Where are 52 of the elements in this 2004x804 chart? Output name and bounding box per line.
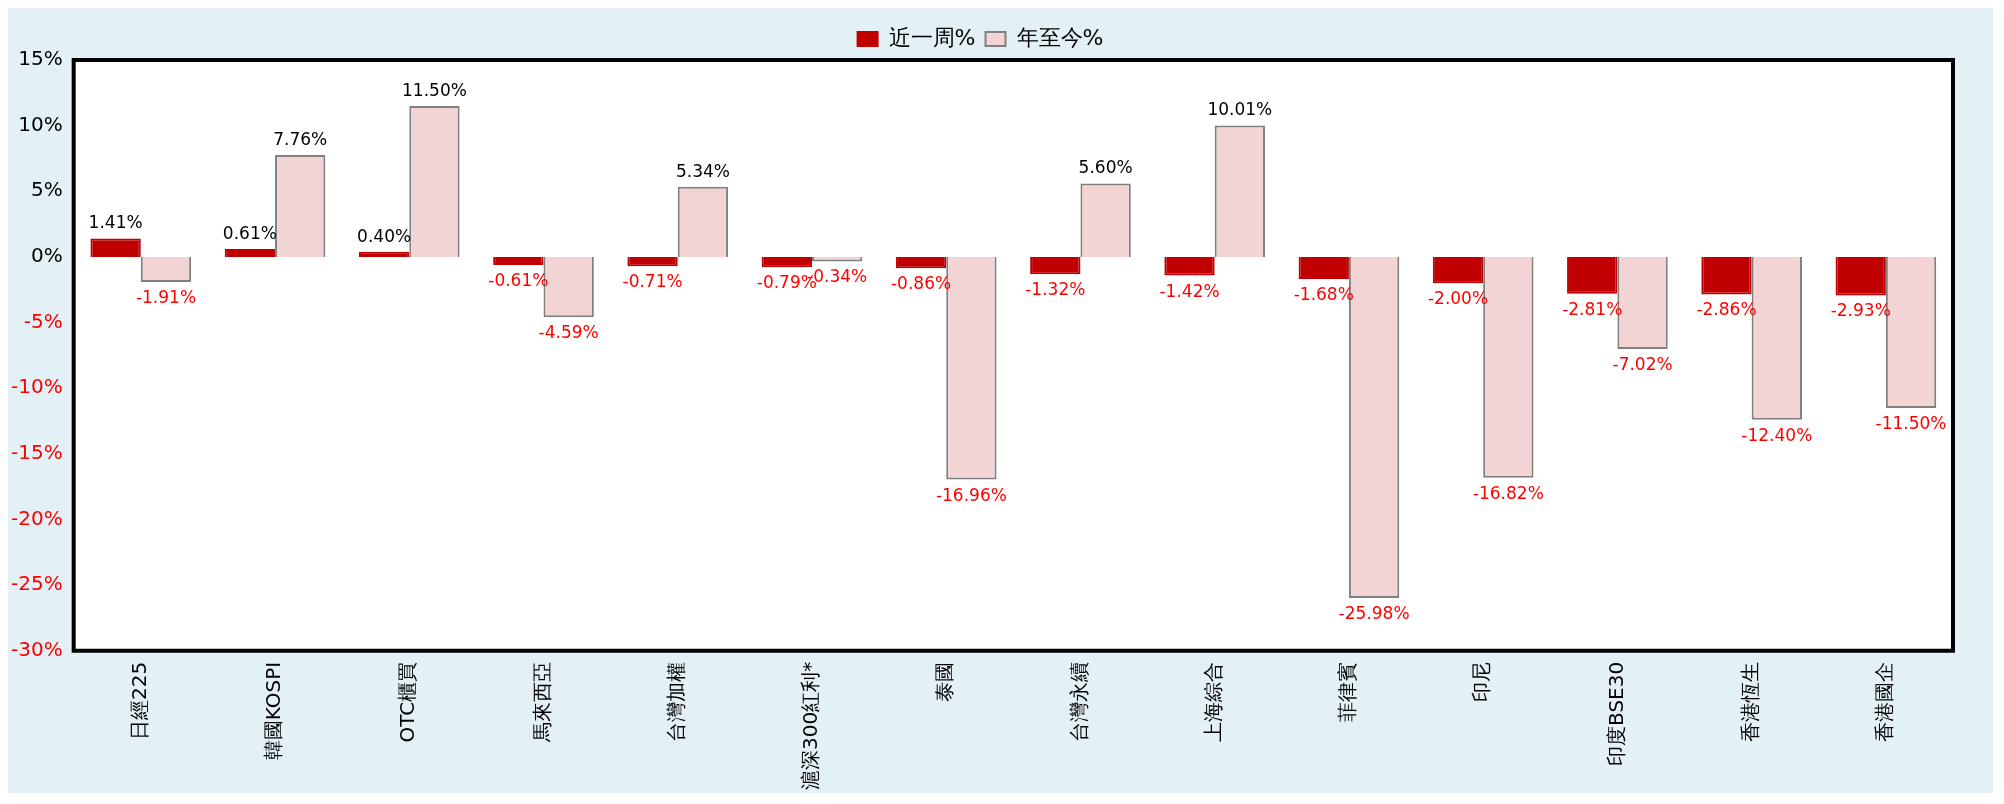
data-label: -0.86% xyxy=(890,273,952,294)
data-label: -1.42% xyxy=(1159,280,1220,301)
x-tick-label: 日經225 xyxy=(126,661,151,741)
data-label: 11.50% xyxy=(402,79,467,100)
x-tick-label: 香港國企 xyxy=(1872,661,1897,742)
y-tick-label: -5% xyxy=(23,308,63,333)
x-tick-label: 菲律賓 xyxy=(1335,661,1360,722)
data-label: -1.32% xyxy=(1025,279,1086,300)
data-label: -25.98% xyxy=(1338,602,1410,623)
x-tick-label: 台灣加權 xyxy=(663,661,688,742)
data-label: -16.96% xyxy=(935,484,1007,505)
data-label: 0.40% xyxy=(357,225,412,246)
data-label: -2.00% xyxy=(1427,288,1489,309)
data-label: -2.81% xyxy=(1562,298,1623,319)
data-label: 5.34% xyxy=(675,160,730,181)
legend-label: 近一周% xyxy=(888,24,976,50)
data-label: -11.50% xyxy=(1875,412,1947,433)
data-label: -7.02% xyxy=(1612,354,1673,375)
data-label: 0.61% xyxy=(222,222,277,243)
data-label: -12.40% xyxy=(1741,424,1813,445)
legend-label: 年至今% xyxy=(1016,24,1104,50)
data-label: 7.76% xyxy=(273,128,328,149)
data-label: -1.68% xyxy=(1293,283,1354,304)
y-tick-label: 5% xyxy=(30,177,63,202)
y-tick-label: 0% xyxy=(30,243,63,268)
data-label: -2.86% xyxy=(1696,299,1757,320)
y-tick-label: 10% xyxy=(18,111,63,136)
x-tick-label: 印度BSE30 xyxy=(1603,661,1628,766)
y-tick-label: -25% xyxy=(11,571,63,596)
x-tick-label: 印尼 xyxy=(1469,661,1494,702)
y-tick-label: -20% xyxy=(11,505,63,530)
x-tick-label: OTC櫃買 xyxy=(395,661,420,743)
x-tick-label: 泰國 xyxy=(932,661,957,702)
data-label: -1.91% xyxy=(135,286,197,307)
data-label: -0.71% xyxy=(622,271,683,292)
data-label: -16.82% xyxy=(1472,482,1544,503)
data-label: -4.59% xyxy=(538,322,599,343)
data-label: 5.60% xyxy=(1078,157,1133,178)
data-label: -2.93% xyxy=(1830,300,1891,321)
x-tick-label: 香港恆生 xyxy=(1737,661,1762,742)
y-tick-label: -10% xyxy=(11,374,63,399)
x-tick-label: 韓國KOSPI xyxy=(261,661,286,761)
x-tick-label: 滬深300紅利* xyxy=(798,661,823,791)
y-tick-label: -30% xyxy=(11,637,63,662)
data-label: -0.61% xyxy=(488,269,549,290)
data-label: 10.01% xyxy=(1207,99,1273,120)
y-tick-label: -15% xyxy=(11,440,63,465)
data-label: 1.41% xyxy=(88,212,143,233)
x-tick-label: 馬來西亞 xyxy=(529,661,554,743)
x-tick-label: 上海綜合 xyxy=(1200,661,1225,742)
y-tick-label: 15% xyxy=(18,46,63,71)
x-tick-label: 台灣永續 xyxy=(1066,661,1091,742)
